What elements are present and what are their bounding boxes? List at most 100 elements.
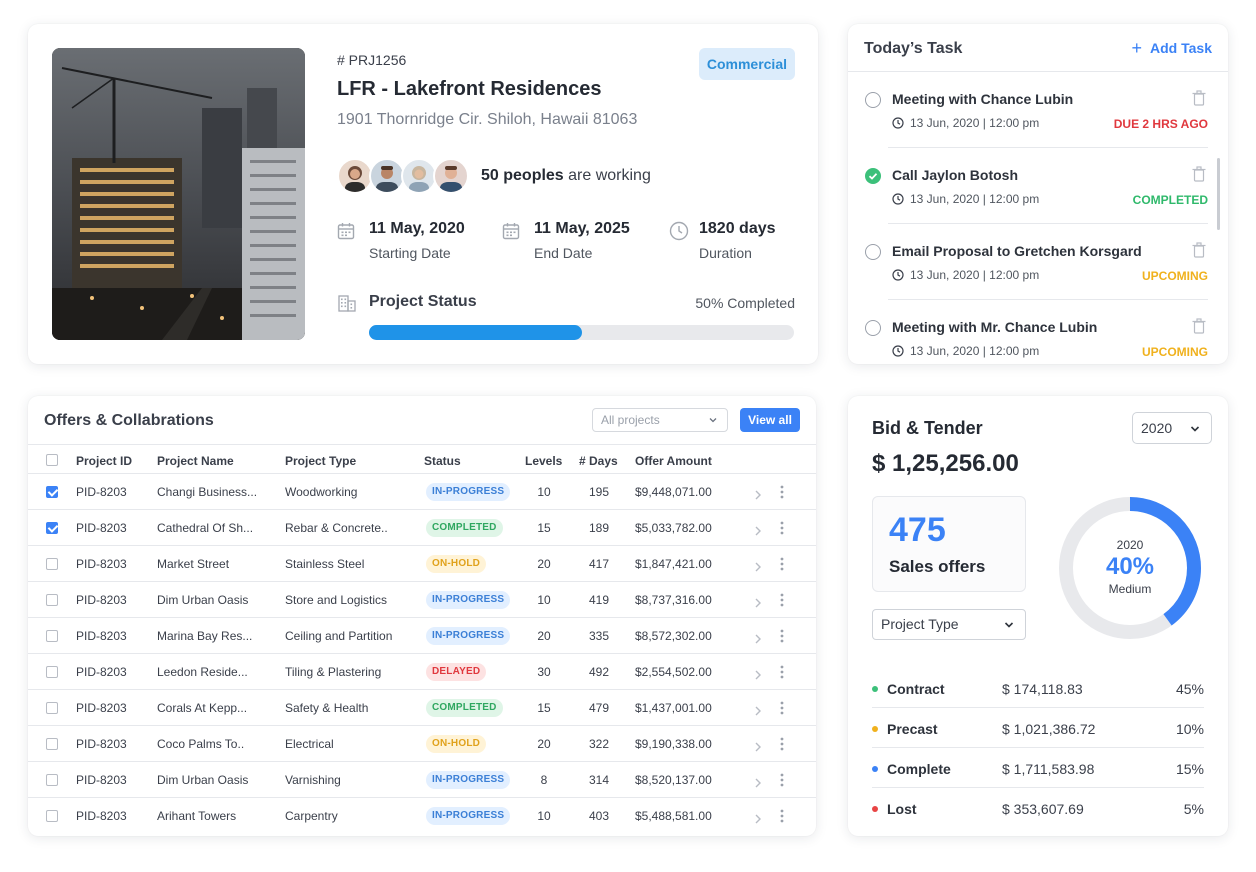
task-list-scrollbar[interactable] bbox=[1217, 158, 1220, 230]
more-vertical-icon[interactable] bbox=[780, 521, 784, 535]
row-checkbox[interactable] bbox=[46, 558, 58, 570]
task-status: UPCOMING bbox=[1142, 345, 1208, 359]
cell-project-id: PID-8203 bbox=[76, 665, 127, 679]
table-row[interactable]: PID-8203 Cathedral Of Sh... Rebar & Concre… bbox=[28, 510, 816, 546]
chevron-right-icon[interactable] bbox=[754, 703, 762, 716]
task-meta: 13 Jun, 2020 | 12:00 pm bbox=[892, 268, 1039, 282]
row-checkbox[interactable] bbox=[46, 522, 58, 534]
table-row[interactable]: PID-8203 Leedon Reside... Tiling & Plaster… bbox=[28, 654, 816, 690]
legend-percent: 10% bbox=[1175, 721, 1204, 737]
clock-icon bbox=[892, 345, 904, 357]
legend-item: Contract $ 174,118.83 45% bbox=[872, 668, 1204, 708]
cell-offer-amount: $5,488,581.00 bbox=[635, 809, 712, 823]
task-name: Call Jaylon Botosh bbox=[892, 167, 1019, 183]
more-vertical-icon[interactable] bbox=[780, 701, 784, 715]
bid-tender-card: Bid & Tender 2020 $ 1,25,256.00 475 Sale… bbox=[848, 396, 1228, 836]
projects-filter-select[interactable]: All projects bbox=[592, 408, 728, 432]
col-days[interactable]: # Days bbox=[579, 454, 618, 468]
row-checkbox[interactable] bbox=[46, 702, 58, 714]
cell-project-type: Ceiling and Partition bbox=[285, 629, 393, 643]
table-row[interactable]: PID-8203 Dim Urban Oasis Varnishing IN-PROG… bbox=[28, 762, 816, 798]
chevron-right-icon[interactable] bbox=[754, 631, 762, 644]
row-checkbox[interactable] bbox=[46, 630, 58, 642]
col-offer-amount[interactable]: Offer Amount bbox=[635, 454, 712, 468]
task-checkbox[interactable] bbox=[865, 320, 881, 336]
more-vertical-icon[interactable] bbox=[780, 809, 784, 823]
task-item[interactable]: Meeting with Mr. Chance Lubin 13 Jun, 202… bbox=[864, 300, 1208, 364]
row-checkbox[interactable] bbox=[46, 594, 58, 606]
chevron-right-icon[interactable] bbox=[754, 523, 762, 536]
col-levels[interactable]: Levels bbox=[525, 454, 563, 468]
project-status-row: Project Status 50% Completed bbox=[337, 292, 795, 312]
legend-amount: $ 1,711,583.98 bbox=[1002, 761, 1095, 777]
task-item[interactable]: Meeting with Chance Lubin 13 Jun, 2020 | … bbox=[864, 72, 1208, 148]
col-status[interactable]: Status bbox=[424, 454, 461, 468]
cell-project-name: Corals At Kepp... bbox=[157, 701, 248, 715]
avatar[interactable] bbox=[337, 158, 373, 194]
table-row[interactable]: PID-8203 Coco Palms To.. Electrical ON-HOLD… bbox=[28, 726, 816, 762]
chevron-right-icon[interactable] bbox=[754, 775, 762, 788]
trash-icon[interactable] bbox=[1192, 242, 1206, 258]
avatar[interactable] bbox=[369, 158, 405, 194]
chevron-right-icon[interactable] bbox=[754, 811, 762, 824]
offers-table-header: Project ID Project Name Project Type Sta… bbox=[28, 444, 816, 474]
project-type-badge: Commercial bbox=[698, 48, 795, 80]
chevron-right-icon[interactable] bbox=[754, 487, 762, 500]
col-project-name[interactable]: Project Name bbox=[157, 454, 234, 468]
row-checkbox[interactable] bbox=[46, 666, 58, 678]
row-checkbox[interactable] bbox=[46, 810, 58, 822]
row-checkbox[interactable] bbox=[46, 738, 58, 750]
table-row[interactable]: PID-8203 Changi Business... Woodworking IN-… bbox=[28, 474, 816, 510]
trash-icon[interactable] bbox=[1192, 318, 1206, 334]
legend-item: Lost $ 353,607.69 5% bbox=[872, 788, 1204, 828]
task-item[interactable]: Email Proposal to Gretchen Korsgard 13 Ju… bbox=[864, 224, 1208, 300]
year-select-value: 2020 bbox=[1141, 420, 1173, 436]
task-item[interactable]: Call Jaylon Botosh 13 Jun, 2020 | 12:00 p… bbox=[864, 148, 1208, 224]
trash-icon[interactable] bbox=[1192, 90, 1206, 106]
donut-arc bbox=[1059, 497, 1201, 639]
task-checkbox[interactable] bbox=[865, 244, 881, 260]
col-project-type[interactable]: Project Type bbox=[285, 454, 357, 468]
cell-offer-amount: $8,572,302.00 bbox=[635, 629, 712, 643]
more-vertical-icon[interactable] bbox=[780, 773, 784, 787]
add-task-button[interactable]: + Add Task bbox=[1132, 39, 1213, 57]
chevron-right-icon[interactable] bbox=[754, 559, 762, 572]
view-all-button[interactable]: View all bbox=[740, 408, 800, 432]
table-row[interactable]: PID-8203 Dim Urban Oasis Store and Logisti… bbox=[28, 582, 816, 618]
more-vertical-icon[interactable] bbox=[780, 593, 784, 607]
chevron-right-icon[interactable] bbox=[754, 667, 762, 680]
avatar[interactable] bbox=[433, 158, 469, 194]
cell-levels: 15 bbox=[537, 521, 551, 535]
cell-project-id: PID-8203 bbox=[76, 737, 127, 751]
task-meta: 13 Jun, 2020 | 12:00 pm bbox=[892, 192, 1039, 206]
cell-levels: 15 bbox=[537, 701, 551, 715]
row-checkbox[interactable] bbox=[46, 486, 58, 498]
more-vertical-icon[interactable] bbox=[780, 737, 784, 751]
row-checkbox[interactable] bbox=[46, 774, 58, 786]
chevron-right-icon[interactable] bbox=[754, 595, 762, 608]
col-project-id[interactable]: Project ID bbox=[76, 454, 133, 468]
table-row[interactable]: PID-8203 Arihant Towers Carpentry IN-PROGRE… bbox=[28, 798, 816, 834]
cell-project-name: Market Street bbox=[157, 557, 230, 571]
task-datetime: 13 Jun, 2020 | 12:00 pm bbox=[910, 192, 1040, 206]
task-checkbox[interactable] bbox=[865, 92, 881, 108]
year-select[interactable]: 2020 bbox=[1132, 412, 1212, 444]
more-vertical-icon[interactable] bbox=[780, 629, 784, 643]
table-row[interactable]: PID-8203 Marina Bay Res... Ceiling and Par… bbox=[28, 618, 816, 654]
more-vertical-icon[interactable] bbox=[780, 665, 784, 679]
status-badge: COMPLETED bbox=[426, 519, 503, 537]
table-row[interactable]: PID-8203 Corals At Kepp... Safety & Health… bbox=[28, 690, 816, 726]
table-row[interactable]: PID-8203 Market Street Stainless Steel ON-H… bbox=[28, 546, 816, 582]
cell-offer-amount: $8,520,137.00 bbox=[635, 773, 712, 787]
avatar[interactable] bbox=[401, 158, 437, 194]
sales-offers-count: 475 bbox=[889, 511, 946, 549]
task-card-title: Today’s Task bbox=[864, 40, 963, 57]
cell-days: 195 bbox=[589, 485, 610, 499]
task-done-check-icon[interactable] bbox=[865, 168, 881, 184]
chevron-right-icon[interactable] bbox=[754, 739, 762, 752]
more-vertical-icon[interactable] bbox=[780, 485, 784, 499]
project-type-select[interactable]: Project Type bbox=[872, 609, 1026, 640]
trash-icon[interactable] bbox=[1192, 166, 1206, 182]
select-all-checkbox[interactable] bbox=[46, 454, 58, 466]
more-vertical-icon[interactable] bbox=[780, 557, 784, 571]
